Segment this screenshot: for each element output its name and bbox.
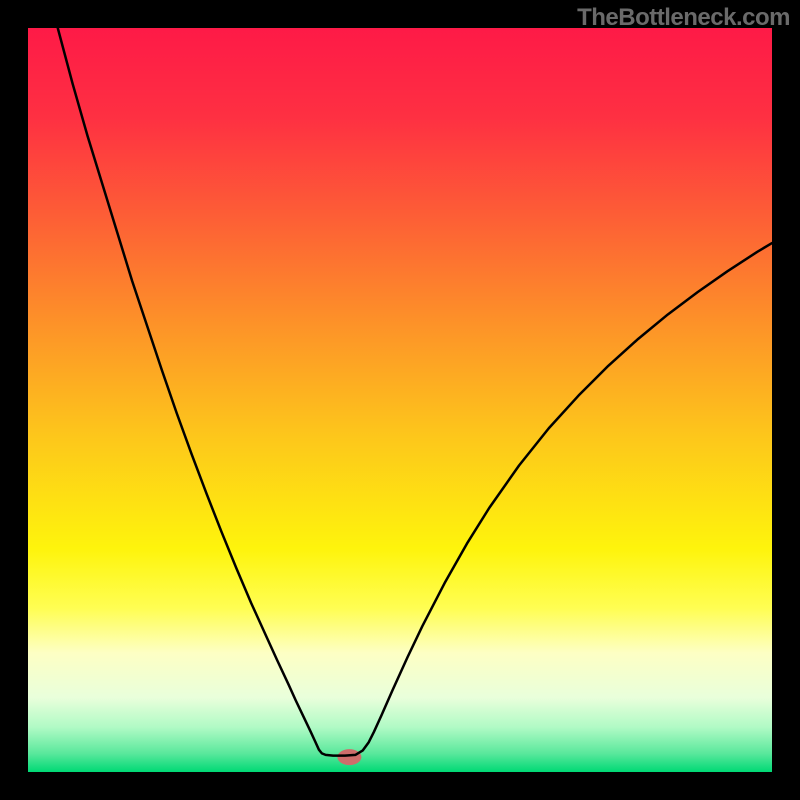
plot-background <box>28 28 772 772</box>
bottleneck-chart: TheBottleneck.com <box>0 0 800 800</box>
watermark-text: TheBottleneck.com <box>577 4 790 32</box>
chart-svg <box>0 0 800 800</box>
optimum-marker <box>337 749 361 765</box>
